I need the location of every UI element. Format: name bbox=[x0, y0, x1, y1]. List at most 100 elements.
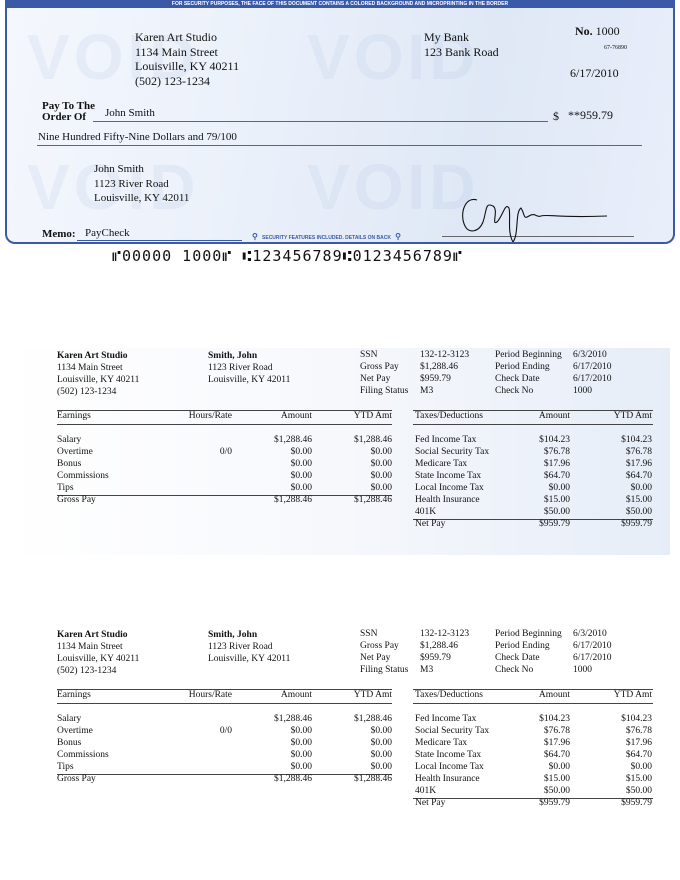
payee-address: John Smith 1123 River Road Louisville, K… bbox=[94, 162, 189, 206]
deductions-header-bottom-rule bbox=[413, 703, 653, 704]
deductions-header: Amount bbox=[538, 411, 570, 421]
earnings-cell: $0.00 bbox=[290, 750, 312, 760]
micr-line: ⑈00000 1000⑈ ⑆123456789⑆0123456789⑈ bbox=[112, 247, 463, 265]
deductions-header: Amount bbox=[538, 690, 570, 700]
signature bbox=[462, 198, 608, 242]
memo-label: Memo: bbox=[42, 228, 76, 240]
deduction-cell: Fed Income Tax bbox=[415, 435, 477, 445]
deduction-cell: $104.23 bbox=[621, 714, 652, 724]
earnings-cell: Bonus bbox=[57, 738, 82, 748]
pay-stub: Karen Art Studio 1134 Main Street Louisv… bbox=[5, 627, 670, 817]
check-number-label: No. bbox=[575, 24, 593, 38]
deduction-cell: $64.70 bbox=[625, 750, 652, 760]
security-banner: FOR SECURITY PURPOSES, THE FACE OF THIS … bbox=[7, 0, 673, 8]
earnings-header: Earnings bbox=[57, 411, 91, 421]
amount-words-line bbox=[37, 145, 642, 146]
deduction-cell: $64.70 bbox=[543, 471, 570, 481]
signature-line bbox=[442, 236, 634, 237]
info-label: Check Date bbox=[495, 374, 540, 384]
stub-company: Karen Art Studio 1134 Main Street Louisv… bbox=[57, 350, 139, 398]
earnings-cell: 0/0 bbox=[219, 447, 232, 457]
payer-address: Karen Art Studio 1134 Main Street Louisv… bbox=[135, 30, 239, 88]
deduction-cell: $50.00 bbox=[625, 786, 652, 796]
info-value: $959.79 bbox=[420, 653, 451, 663]
net-pay-cell: Net Pay bbox=[415, 798, 446, 808]
stub-employee: Smith, John 1123 River Road Louisville, … bbox=[208, 629, 290, 665]
earnings-total-rule bbox=[57, 774, 392, 775]
memo-value: PayCheck bbox=[85, 227, 130, 239]
deduction-cell: $76.78 bbox=[625, 726, 652, 736]
company-name: Karen Art Studio bbox=[57, 630, 128, 640]
earnings-header: Hours/Rate bbox=[188, 411, 232, 421]
pay-stub: Karen Art Studio 1134 Main Street Louisv… bbox=[5, 348, 670, 555]
earnings-total-cell: $1,288.46 bbox=[354, 774, 392, 784]
company-phone: (502) 123-1234 bbox=[57, 387, 117, 397]
net-pay-cell: Net Pay bbox=[415, 519, 446, 529]
info-label: SSN bbox=[360, 629, 378, 639]
earnings-cell: Overtime bbox=[57, 447, 93, 457]
stub-employee: Smith, John 1123 River Road Louisville, … bbox=[208, 350, 290, 386]
deductions-header: Taxes/Deductions bbox=[415, 411, 483, 421]
deductions-total-rule bbox=[413, 798, 653, 799]
lock-icon: ⚲ bbox=[252, 232, 258, 241]
earnings-cell: $0.00 bbox=[290, 762, 312, 772]
deduction-cell: Local Income Tax bbox=[415, 483, 484, 493]
lock-icon: ⚲ bbox=[395, 232, 401, 241]
earnings-header: Earnings bbox=[57, 690, 91, 700]
info-label: Filing Status bbox=[360, 665, 409, 675]
deduction-cell: $17.96 bbox=[543, 738, 570, 748]
net-pay-cell: $959.79 bbox=[621, 798, 652, 808]
info-label: Period Ending bbox=[495, 641, 550, 651]
info-value: $1,288.46 bbox=[420, 641, 458, 651]
payer-street: 1134 Main Street bbox=[135, 44, 218, 59]
earnings-header: Amount bbox=[280, 690, 312, 700]
info-label: Gross Pay bbox=[360, 362, 399, 372]
earnings-header: Amount bbox=[280, 411, 312, 421]
company-phone: (502) 123-1234 bbox=[57, 666, 117, 676]
info-value: $1,288.46 bbox=[420, 362, 458, 372]
routing-fraction: 67-76890 bbox=[604, 45, 627, 51]
payer-phone: (502) 123-1234 bbox=[135, 73, 210, 88]
info-label: Period Ending bbox=[495, 362, 550, 372]
deduction-cell: $104.23 bbox=[539, 435, 570, 445]
deduction-cell: Medicare Tax bbox=[415, 459, 468, 469]
info-value: 6/3/2010 bbox=[573, 350, 607, 360]
net-pay-cell: $959.79 bbox=[621, 519, 652, 529]
info-value: 6/17/2010 bbox=[573, 362, 612, 372]
deduction-cell: $0.00 bbox=[630, 483, 652, 493]
payer-city: Louisville, KY 40211 bbox=[135, 59, 240, 73]
deductions-header: Taxes/Deductions bbox=[415, 690, 483, 700]
deduction-cell: $0.00 bbox=[548, 483, 570, 493]
deduction-cell: $17.96 bbox=[543, 459, 570, 469]
earnings-cell: $1,288.46 bbox=[274, 435, 312, 445]
payee-address-name: John Smith bbox=[94, 163, 144, 175]
pay-to-label-line1: Pay To The bbox=[42, 100, 95, 112]
company-name: Karen Art Studio bbox=[57, 351, 128, 361]
info-value: 6/17/2010 bbox=[573, 653, 612, 663]
info-value: M3 bbox=[420, 665, 434, 675]
deduction-cell: $0.00 bbox=[548, 762, 570, 772]
earnings-cell: Commissions bbox=[57, 750, 109, 760]
deduction-cell: $50.00 bbox=[543, 507, 570, 517]
deduction-cell: $64.70 bbox=[625, 471, 652, 481]
earnings-cell: Salary bbox=[57, 435, 82, 445]
deduction-cell: $15.00 bbox=[543, 495, 570, 505]
info-value: 1000 bbox=[573, 386, 592, 396]
payer-name: Karen Art Studio bbox=[135, 30, 217, 44]
payee-address-city: Louisville, KY 42011 bbox=[94, 192, 190, 204]
deductions-header: YTD Amt bbox=[613, 690, 652, 700]
net-pay-cell: $959.79 bbox=[539, 519, 570, 529]
earnings-header: YTD Amt bbox=[353, 411, 392, 421]
deduction-cell: Local Income Tax bbox=[415, 762, 484, 772]
amount-words: Nine Hundred Fifty-Nine Dollars and 79/1… bbox=[38, 131, 237, 143]
deduction-cell: Health Insurance bbox=[415, 495, 480, 505]
employee-city: Louisville, KY 42011 bbox=[208, 375, 291, 385]
stub-company: Karen Art Studio 1134 Main Street Louisv… bbox=[57, 629, 139, 677]
earnings-total-rule bbox=[57, 495, 392, 496]
payee-address-street: 1123 River Road bbox=[94, 177, 169, 190]
info-label: Net Pay bbox=[360, 653, 391, 663]
deduction-cell: $17.96 bbox=[625, 738, 652, 748]
earnings-cell: Tips bbox=[57, 483, 74, 493]
company-street: 1134 Main Street bbox=[57, 642, 123, 652]
check-date: 6/17/2010 bbox=[570, 66, 619, 80]
